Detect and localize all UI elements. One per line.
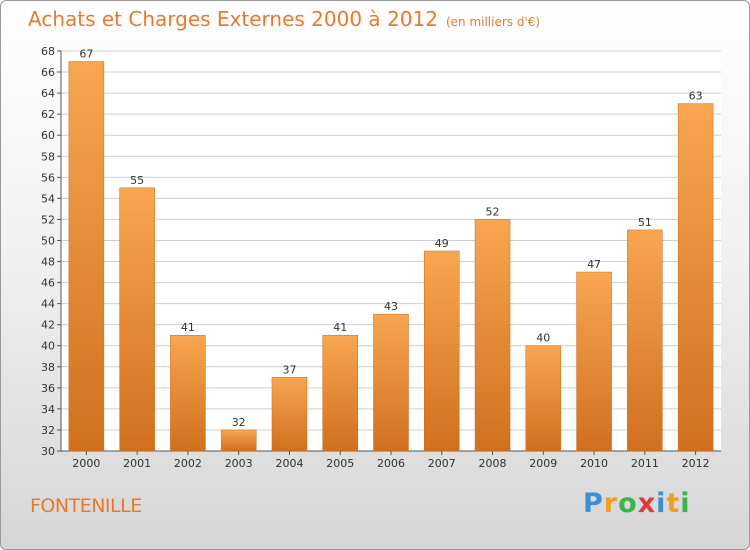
logo-letter: x — [637, 488, 657, 519]
proxiti-logo: Proxiti — [583, 488, 691, 519]
unit-label: (en milliers d'€) — [445, 15, 541, 29]
data-label: 63 — [689, 90, 703, 103]
x-tick-label: 2012 — [682, 457, 710, 470]
y-tick-label: 60 — [41, 129, 55, 142]
y-tick-label: 58 — [41, 150, 55, 163]
bar — [525, 345, 562, 452]
bar — [322, 334, 358, 452]
bar — [119, 187, 155, 452]
y-tick-label: 30 — [41, 445, 55, 458]
x-tick-label: 2004 — [275, 457, 303, 470]
data-label: 47 — [587, 258, 601, 271]
y-tick-label: 54 — [41, 192, 55, 205]
bar — [474, 219, 511, 452]
bar — [220, 429, 257, 452]
data-label: 40 — [536, 332, 550, 345]
x-tick-label: 2010 — [580, 457, 608, 470]
data-label: 37 — [282, 363, 296, 376]
data-label: 49 — [435, 237, 449, 250]
bar — [271, 377, 308, 452]
x-tick-label: 2006 — [377, 457, 405, 470]
data-label: 67 — [79, 48, 93, 61]
y-tick-label: 66 — [41, 66, 55, 79]
x-tick-label: 2009 — [529, 457, 557, 470]
y-tick-label: 38 — [41, 361, 55, 374]
bar — [576, 271, 612, 452]
y-tick-label: 32 — [41, 424, 55, 437]
y-tick-label: 44 — [41, 298, 55, 311]
y-tick-label: 62 — [41, 108, 55, 121]
y-tick-label: 64 — [41, 87, 55, 100]
bar — [627, 229, 663, 452]
bar — [677, 103, 714, 452]
bar — [373, 313, 409, 452]
y-tick-label: 42 — [41, 319, 55, 332]
data-label: 55 — [130, 174, 144, 187]
y-tick-label: 52 — [41, 213, 55, 226]
logo-letter: i — [656, 488, 667, 519]
y-tick-label: 56 — [41, 171, 55, 184]
data-label: 41 — [181, 321, 195, 334]
x-tick-label: 2011 — [631, 457, 659, 470]
x-tick-label: 2008 — [479, 457, 507, 470]
y-tick-label: 68 — [41, 45, 55, 58]
y-tick-label: 48 — [41, 256, 55, 269]
data-label: 43 — [384, 300, 398, 313]
x-tick-label: 2000 — [72, 457, 100, 470]
x-tick-label: 2005 — [326, 457, 354, 470]
logo-letter: t — [666, 488, 681, 519]
y-tick-label: 46 — [41, 277, 55, 290]
bar — [170, 334, 206, 452]
chart-title: Achats et Charges Externes 2000 à 2012 (e… — [28, 7, 540, 31]
y-tick-label: 40 — [41, 340, 55, 353]
y-tick-label: 34 — [41, 403, 55, 416]
logo-letter: o — [618, 488, 638, 519]
y-tick-label: 50 — [41, 234, 55, 247]
bar — [68, 61, 105, 452]
x-tick-label: 2001 — [123, 457, 151, 470]
town-name: FONTENILLE — [30, 495, 142, 517]
data-label: 51 — [638, 216, 652, 229]
logo-letter: P — [583, 488, 604, 519]
data-label: 32 — [232, 416, 246, 429]
data-label: 41 — [333, 321, 347, 334]
x-tick-label: 2002 — [174, 457, 202, 470]
chart-title-text: Achats et Charges Externes 2000 à 2012 — [28, 7, 438, 31]
logo-letter: i — [680, 488, 691, 519]
x-tick-label: 2007 — [428, 457, 456, 470]
y-tick-label: 36 — [41, 382, 55, 395]
data-label: 52 — [486, 205, 500, 218]
bar — [424, 250, 460, 452]
x-tick-label: 2003 — [225, 457, 253, 470]
logo-letter: r — [603, 488, 619, 519]
